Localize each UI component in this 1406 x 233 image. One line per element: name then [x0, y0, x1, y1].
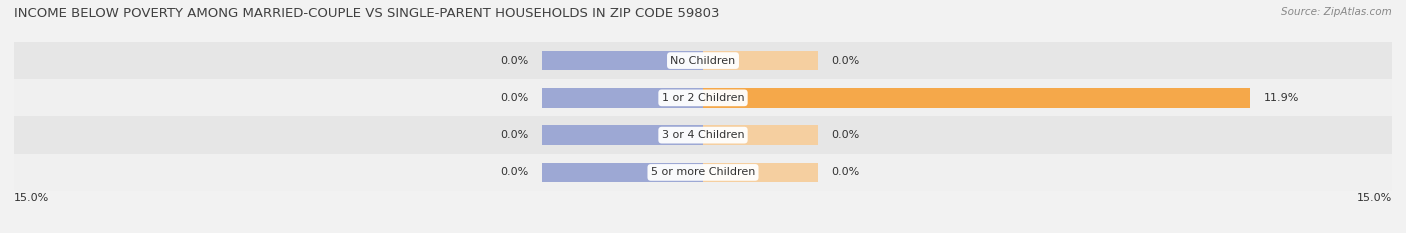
- Text: 0.0%: 0.0%: [501, 130, 529, 140]
- Text: No Children: No Children: [671, 56, 735, 65]
- Text: 15.0%: 15.0%: [1357, 193, 1392, 203]
- Bar: [703, 51, 818, 70]
- Text: 1 or 2 Children: 1 or 2 Children: [662, 93, 744, 103]
- Text: 5 or more Children: 5 or more Children: [651, 168, 755, 177]
- Bar: [14, 42, 1392, 79]
- Text: 0.0%: 0.0%: [831, 56, 860, 65]
- Bar: [543, 125, 703, 145]
- Text: 11.9%: 11.9%: [1264, 93, 1299, 103]
- Bar: [14, 154, 1392, 191]
- Bar: [543, 88, 703, 108]
- Text: INCOME BELOW POVERTY AMONG MARRIED-COUPLE VS SINGLE-PARENT HOUSEHOLDS IN ZIP COD: INCOME BELOW POVERTY AMONG MARRIED-COUPL…: [14, 7, 720, 20]
- Bar: [703, 88, 1250, 108]
- Bar: [543, 163, 703, 182]
- Bar: [703, 163, 818, 182]
- Bar: [703, 125, 818, 145]
- Text: 0.0%: 0.0%: [831, 130, 860, 140]
- Text: 0.0%: 0.0%: [831, 168, 860, 177]
- Text: 0.0%: 0.0%: [501, 93, 529, 103]
- Text: 0.0%: 0.0%: [501, 168, 529, 177]
- Text: 0.0%: 0.0%: [501, 56, 529, 65]
- Bar: [14, 79, 1392, 116]
- Text: 15.0%: 15.0%: [14, 193, 49, 203]
- Bar: [14, 116, 1392, 154]
- Text: Source: ZipAtlas.com: Source: ZipAtlas.com: [1281, 7, 1392, 17]
- Bar: [543, 51, 703, 70]
- Text: 3 or 4 Children: 3 or 4 Children: [662, 130, 744, 140]
